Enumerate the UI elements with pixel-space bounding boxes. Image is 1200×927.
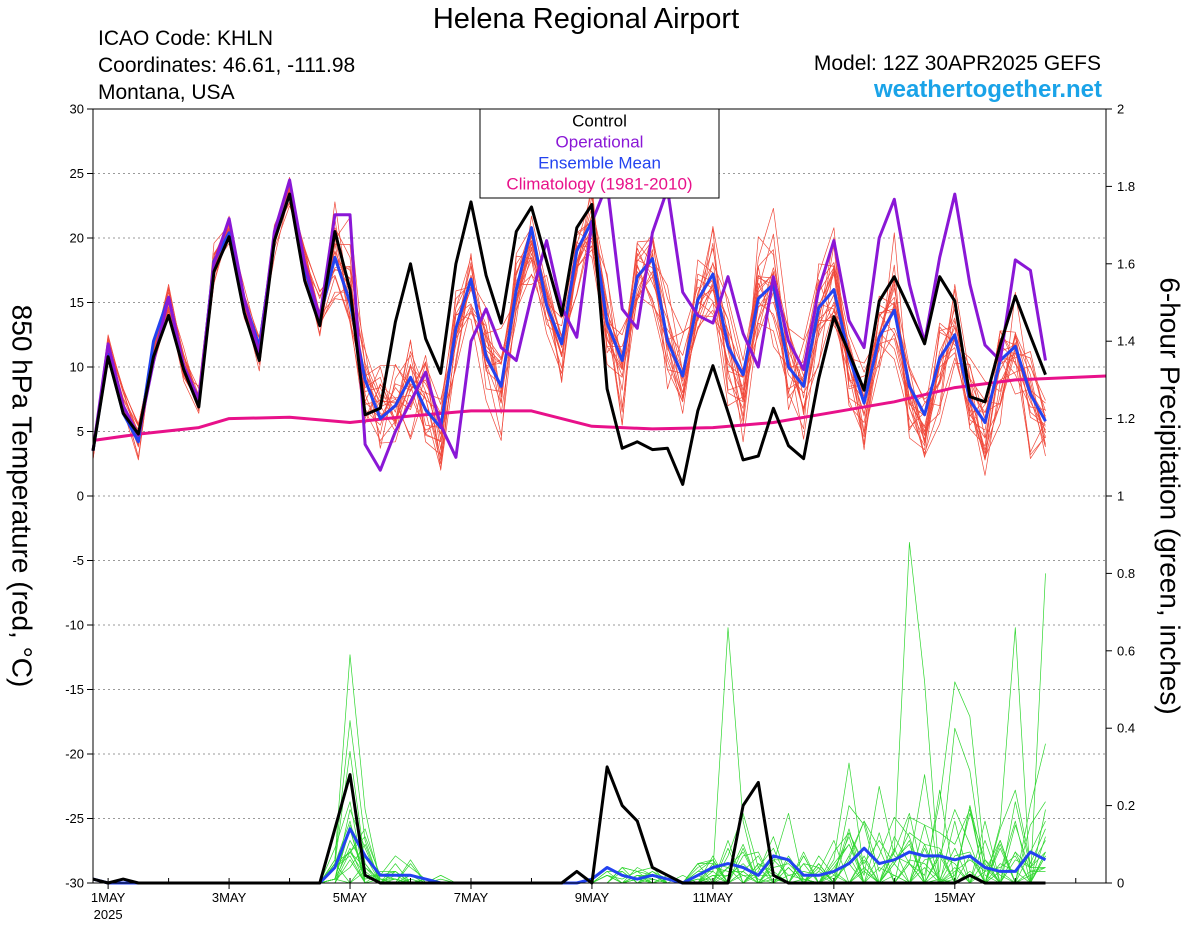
right-tick-label: 2 (1117, 102, 1124, 117)
temperature-member-series (92, 177, 1046, 476)
right-tick-label: 1.6 (1117, 256, 1135, 271)
x-tick-label: 11MAY (693, 890, 734, 905)
coordinates: Coordinates: 46.61, -111.98 (98, 54, 356, 77)
temperature-member-line (92, 186, 1046, 471)
x-tick-label: 7MAY (454, 890, 489, 905)
precip-mean-line (92, 827, 1047, 885)
legend-item: Control (572, 112, 627, 131)
left-tick-label: 30 (70, 102, 84, 117)
precip-member-line (92, 785, 1046, 884)
right-axis: 0 0.2 0.4 0.6 0.8 1 1.2 1.4 1.6 1.8 2 (1106, 102, 1135, 891)
x-tick-label: 1MAY (91, 890, 126, 905)
right-axis-label: 6-hour Precipitation (green, inches) (1155, 277, 1186, 714)
right-tick-label: 0.6 (1117, 643, 1135, 658)
right-tick-label: 1 (1117, 489, 1124, 504)
left-tick-label: -5 (72, 553, 84, 568)
x-tick-label: 13MAY (813, 890, 855, 905)
precip-member-line (92, 720, 1046, 884)
climatology-line (92, 374, 1107, 442)
right-tick-label: 0.2 (1117, 798, 1135, 813)
legend-box (479, 108, 720, 199)
precip-member-line (92, 805, 1046, 884)
x-year-label: 2025 (94, 907, 123, 922)
left-tick-label: 5 (77, 424, 84, 439)
icao-code: ICAO Code: KHLN (98, 27, 274, 50)
chart-title: Helena Regional Airport (432, 3, 740, 35)
precip-member-line (92, 789, 1046, 884)
main-series (91, 178, 1107, 885)
left-tick-label: -20 (65, 747, 84, 762)
left-tick-label: 15 (70, 295, 84, 310)
x-tick-label: 3MAY (212, 890, 247, 905)
left-tick-label: 20 (70, 231, 84, 246)
precip-member-series (92, 542, 1046, 884)
right-tick-label: 1.8 (1117, 179, 1135, 194)
precip-member-line (92, 681, 1046, 884)
right-tick-label: 0.4 (1117, 721, 1135, 736)
x-tick-label: 5MAY (333, 890, 368, 905)
precip-member-line (92, 743, 1046, 884)
temperature-member-line (92, 184, 1046, 449)
right-tick-label: 0 (1117, 876, 1124, 891)
right-tick-label: 1.4 (1117, 334, 1135, 349)
x-axis: 1MAY 3MAY 5MAY 7MAY 9MAY 11MAY 13MAY 15MAY 2025 (91, 878, 1077, 922)
legend-item: Operational (556, 133, 644, 152)
precip-member-line (92, 789, 1046, 884)
temperature-operational-line (91, 178, 1047, 472)
site-name: weathertogether.net (873, 76, 1102, 103)
left-axis: -30 -25 -20 -15 -10 -5 0 5 10 15 20 25 30 (65, 102, 93, 891)
left-tick-label: 25 (70, 166, 84, 181)
left-tick-label: 10 (70, 360, 84, 375)
region: Montana, USA (98, 81, 235, 104)
left-tick-label: -15 (65, 682, 84, 697)
x-tick-label: 9MAY (575, 890, 610, 905)
legend-item: Climatology (1981-2010) (506, 175, 692, 194)
left-tick-label: 0 (77, 489, 84, 504)
right-tick-label: 0.8 (1117, 566, 1135, 581)
left-axis-label: 850 hPa Temperature (red, °C) (7, 305, 38, 688)
x-tick-label: 15MAY (934, 890, 976, 905)
right-tick-label: 1.2 (1117, 411, 1135, 426)
model-run: Model: 12Z 30APR2025 GEFS (813, 52, 1101, 75)
temperature-control-line (91, 192, 1047, 486)
precip-control-line (92, 765, 1046, 885)
precip-member-line (92, 573, 1046, 884)
precip-member-line (92, 751, 1046, 884)
left-tick-label: -30 (65, 876, 84, 891)
legend-item: Ensemble Mean (538, 154, 661, 173)
precip-member-line (92, 627, 1046, 884)
left-tick-label: -10 (65, 618, 84, 633)
left-tick-label: -25 (65, 811, 84, 826)
legend: Control Operational Ensemble Mean Climatolo… (479, 108, 720, 199)
precip-member-line (92, 542, 1046, 884)
